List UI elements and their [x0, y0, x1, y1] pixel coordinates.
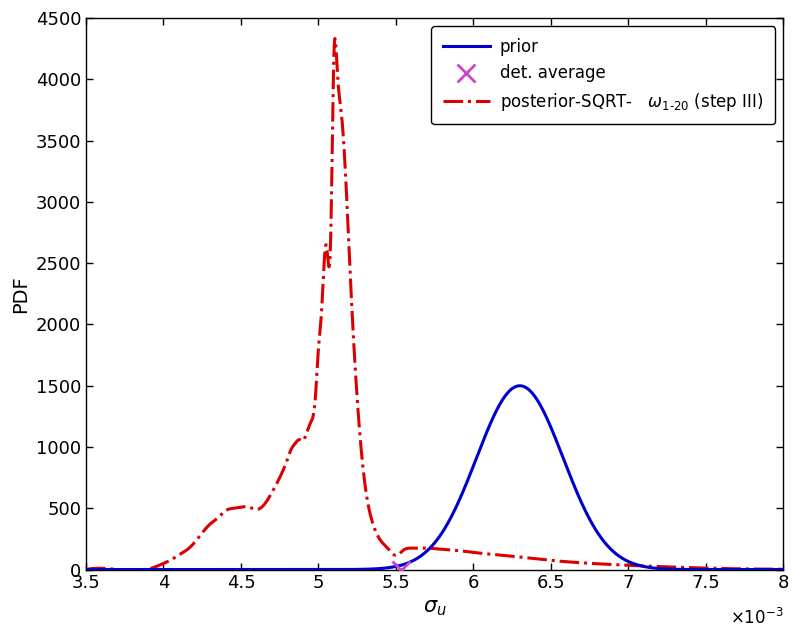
- Legend: prior, det. average, posterior-SQRT-   $\omega_{1\text{-}20}$ (step III): prior, det. average, posterior-SQRT- $\o…: [431, 27, 775, 124]
- Y-axis label: PDF: PDF: [11, 275, 30, 312]
- Text: $\times10^{-3}$: $\times10^{-3}$: [730, 608, 783, 628]
- X-axis label: $\sigma_u$: $\sigma_u$: [422, 598, 446, 618]
